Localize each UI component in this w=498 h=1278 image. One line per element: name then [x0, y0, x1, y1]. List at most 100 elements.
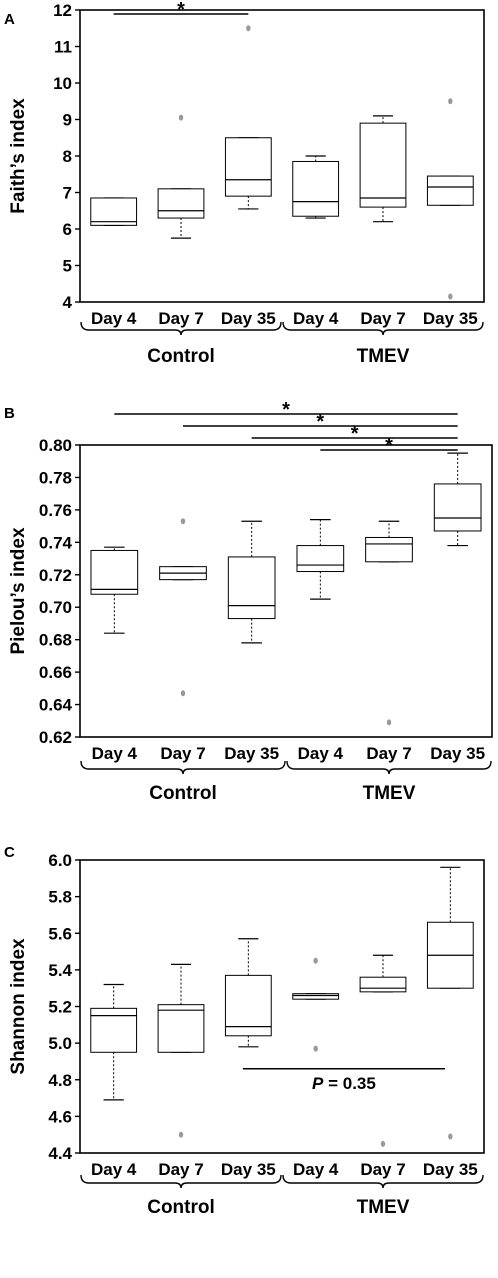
box-2	[157, 114, 205, 239]
box-iqr	[157, 1004, 205, 1053]
y-tick-label: 0.66	[39, 663, 72, 682]
outlier-point	[178, 114, 184, 121]
box-iqr	[292, 993, 340, 1000]
significance-marker: *	[316, 411, 324, 433]
y-tick-label: 8	[63, 147, 72, 166]
group-bracket	[80, 1174, 282, 1189]
group-label: TMEV	[363, 783, 416, 804]
y-axis-label: Faith’s index	[8, 98, 29, 214]
box-iqr	[224, 974, 272, 1037]
box-iqr	[359, 976, 407, 993]
y-tick-label: 5.6	[48, 924, 72, 943]
significance-marker: *	[351, 423, 359, 445]
panel-b: B Pielou’s index 0.62 0.64 0.66 0.68 0.70 0.72 0…	[4, 399, 493, 804]
group-bracket	[80, 760, 286, 775]
pvalue-label: P = 0.35	[312, 1074, 376, 1093]
x-category-label: Day 4	[91, 1160, 137, 1179]
group-label: Control	[149, 783, 217, 804]
x-category-label: Day 7	[360, 1160, 405, 1179]
x-category-label: Day 4	[293, 1160, 339, 1179]
y-axis-label: Shannon index	[8, 938, 29, 1075]
significance-marker: *	[282, 399, 290, 421]
box-6	[433, 452, 482, 547]
x-category-label: Day 35	[423, 309, 478, 328]
outlier-point	[313, 1045, 318, 1052]
box-5	[359, 115, 407, 223]
box-5	[359, 954, 407, 1147]
outlier-point	[386, 719, 392, 726]
panel-letter: A	[4, 11, 15, 28]
outlier-point	[313, 957, 318, 964]
y-tick-label: 5.2	[48, 998, 72, 1017]
y-axis-label: Pielou’s index	[8, 527, 29, 654]
box-iqr	[296, 545, 345, 573]
x-category-label: Day 4	[293, 309, 339, 328]
pvalue-symbol: P	[312, 1074, 324, 1093]
y-tick-label: 4.4	[48, 1144, 72, 1163]
box-3	[224, 25, 272, 210]
y-tick-label: 0.78	[39, 468, 72, 487]
y-tick-label: 6	[63, 220, 72, 239]
box-iqr	[227, 556, 276, 620]
outlier-point	[448, 293, 453, 300]
y-tick-label: 4	[63, 293, 73, 312]
panel-letter: B	[4, 405, 15, 422]
group-label: TMEV	[357, 346, 410, 367]
box-2	[159, 518, 207, 697]
y-tick-label: 0.62	[39, 728, 72, 747]
x-category-label: Day 7	[158, 309, 203, 328]
x-category-label: Day 35	[430, 744, 485, 763]
x-category-label: Day 4	[92, 744, 138, 763]
x-category-label: Day 35	[224, 744, 279, 763]
y-tick-label: 11	[54, 38, 72, 57]
box-iqr	[359, 122, 407, 208]
box-iqr	[365, 536, 413, 563]
x-category-label: Day 35	[221, 309, 276, 328]
y-tick-label: 9	[63, 111, 72, 130]
y-tick-label: 4.6	[48, 1107, 72, 1126]
box-4	[296, 519, 345, 600]
box-4	[292, 155, 340, 219]
box-1	[90, 197, 138, 226]
y-tick-label: 5.0	[48, 1034, 72, 1053]
outlier-point	[448, 98, 453, 105]
plot-frame	[79, 444, 493, 738]
group-bracket	[282, 1174, 484, 1189]
box-iqr	[292, 160, 340, 217]
box-4	[292, 957, 340, 1052]
box-2	[157, 963, 205, 1138]
y-tick-label: 6.0	[48, 851, 72, 870]
panel-letter: C	[4, 844, 15, 861]
box-iqr	[433, 483, 482, 532]
outlier-point	[448, 1133, 453, 1140]
x-category-label: Day 7	[160, 744, 205, 763]
x-category-label: Day 7	[360, 309, 405, 328]
x-category-label: Day 35	[221, 1160, 276, 1179]
y-tick-label: 5.4	[48, 961, 72, 980]
y-tick-label: 0.74	[39, 533, 73, 552]
significance-marker: *	[177, 0, 185, 21]
outlier-point	[180, 518, 186, 525]
y-tick-label: 4.8	[48, 1071, 72, 1090]
y-tick-label: 0.64	[39, 696, 73, 715]
box-1	[90, 983, 138, 1101]
significance-marker: *	[385, 435, 393, 457]
panel-c: C Shannon index 4.4 4.6 4.8 5.0 5.2 5.4 5.6 5.8 6.…	[4, 844, 485, 1218]
y-tick-label: 0.68	[39, 631, 72, 650]
outlier-point	[178, 1131, 184, 1138]
box-6	[426, 866, 474, 1140]
y-tick-label: 0.72	[39, 566, 72, 585]
y-tick-label: 5	[63, 257, 72, 276]
box-iqr	[90, 1007, 138, 1053]
outlier-point	[246, 25, 251, 32]
box-iqr	[90, 549, 139, 595]
box-iqr	[90, 197, 138, 226]
box-3	[227, 520, 276, 644]
group-bracket	[286, 760, 492, 775]
box-iqr	[157, 188, 205, 219]
box-3	[224, 938, 272, 1048]
outlier-point	[380, 1140, 386, 1147]
plot-frame	[79, 859, 485, 1154]
x-category-label: Day 7	[366, 744, 411, 763]
